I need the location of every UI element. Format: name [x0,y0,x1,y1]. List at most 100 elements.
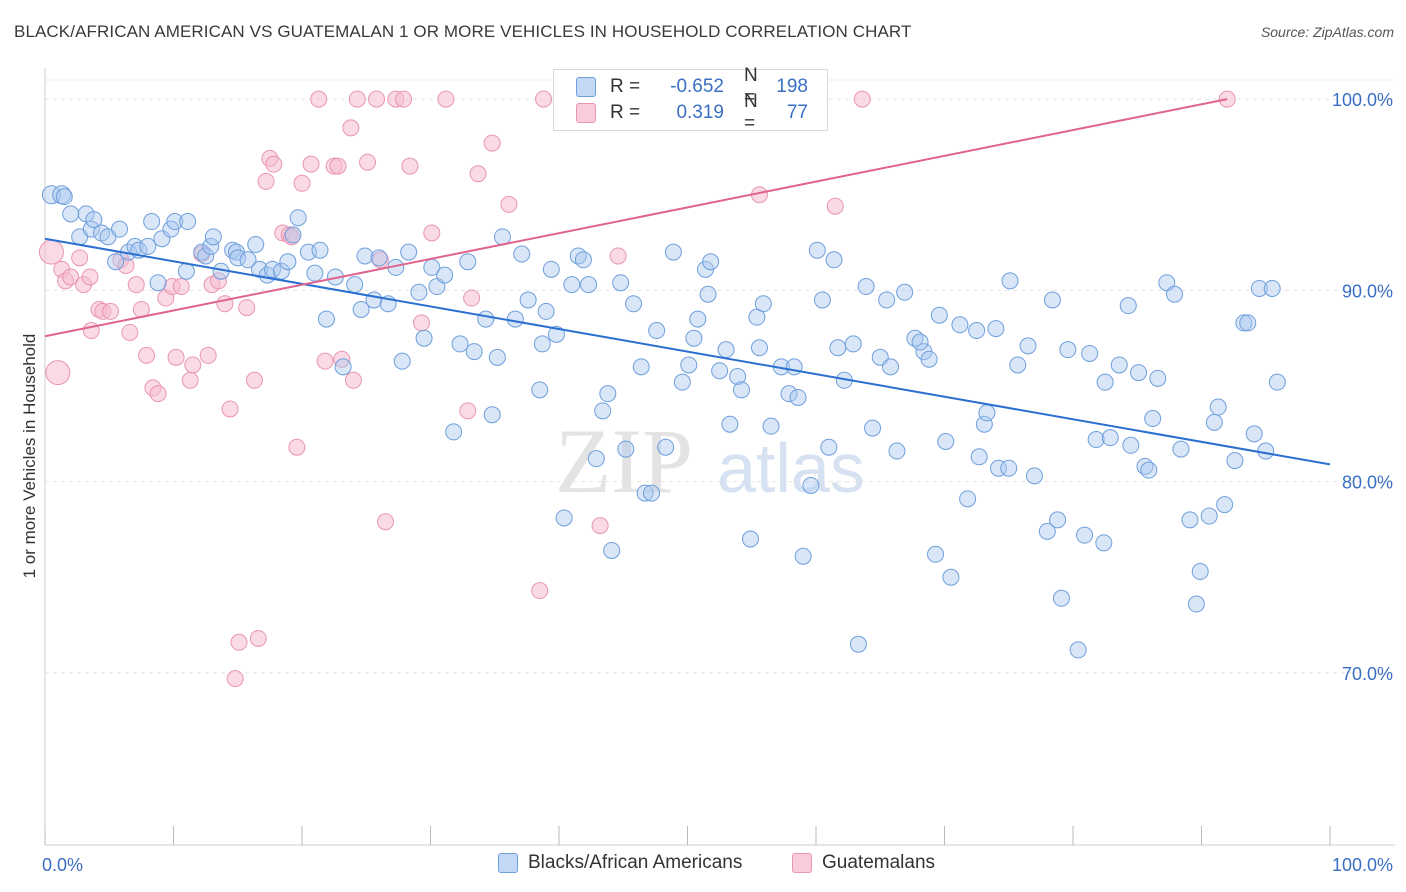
guatemalan-point [209,272,227,290]
black-point [542,260,560,278]
guatemalan-point [230,633,248,651]
black-point [393,352,411,370]
black-point [702,253,720,271]
black-point [927,545,945,563]
black-point [1069,641,1087,659]
black-point [574,251,592,269]
watermark-atlas: atlas [717,429,865,507]
guatemalans-trend-line [44,98,1228,338]
tick-labels: 70.0% 80.0% 90.0% 100.0% 0.0% 100.0% [42,90,1393,875]
guatemalan-point [348,90,366,108]
black-point [284,226,302,244]
black-point [149,274,167,292]
black-point [1101,429,1119,447]
guatemalan-point [226,670,244,688]
black-point [365,291,383,309]
legend-item-blacks[interactable]: Blacks/African Americans [498,852,742,874]
black-point [436,266,454,284]
legend-item-guatemalans[interactable]: Guatemalans [792,852,935,874]
black-point [717,341,735,359]
guatemalan-point [265,155,283,173]
black-point [612,274,630,292]
black-point [762,417,780,435]
black-point [1052,589,1070,607]
black-point [229,249,247,267]
black-point [1268,373,1286,391]
black-point [664,243,682,261]
black-point [937,432,955,450]
guatemalan-point [45,360,71,386]
black-point [533,335,551,353]
black-point [657,438,675,456]
guatemalan-point [288,438,306,456]
black-point [279,253,297,271]
black-point [1172,440,1190,458]
black-point [153,230,171,248]
black-point [1216,496,1234,514]
guatemalan-point [359,153,377,171]
guatemalan-point [310,90,328,108]
black-point [1122,436,1140,454]
r-value: 0.319 [676,102,724,123]
black-point [978,404,996,422]
stats-row-blacks: R = -0.652 N = 198 [576,65,808,108]
guatemalan-point [117,257,135,275]
black-point [451,335,469,353]
black-point [563,276,581,294]
black-point [888,442,906,460]
black-point [445,423,463,441]
black-point [247,235,265,253]
legend-label: Blacks/African Americans [528,852,743,873]
guatemalan-point [329,157,347,175]
black-point [334,358,352,376]
trend-lines [44,98,1331,466]
black-point [942,568,960,586]
black-point [680,356,698,374]
blue-swatch [498,853,518,873]
x-tick-label: 0.0% [42,855,83,875]
black-point [780,385,798,403]
guatemalan-point [257,172,275,190]
black-point [179,213,197,231]
black-point [1149,369,1167,387]
black-point [1076,526,1094,544]
guatemalan-point [316,352,334,370]
black-point [1263,279,1281,297]
black-point [911,333,929,351]
black-point [968,322,986,340]
black-point [825,251,843,269]
black-point [794,547,812,565]
guatemalan-point [395,90,413,108]
guatemalan-point [102,302,120,320]
black-point [920,350,938,368]
guatemalan-point [249,629,267,647]
black-point [85,211,103,229]
black-point [813,291,831,309]
black-point [1049,511,1067,529]
black-point [789,388,807,406]
black-point [537,302,555,320]
guatemalan-point [62,268,80,286]
black-point [785,358,803,376]
black-point [356,247,374,265]
black-point [1239,314,1257,332]
guatemalan-point [149,385,167,403]
black-point [594,402,612,420]
black-point [648,322,666,340]
blacks-trend-line [44,237,1331,466]
guatemalan-point [245,371,263,389]
black-point [636,484,654,502]
black-point [857,278,875,296]
black-point [166,213,184,231]
black-point [346,276,364,294]
black-point [1166,285,1184,303]
black-point [1001,272,1019,290]
blacks-points [41,185,1286,659]
guatemalan-point [138,346,156,364]
black-point [1087,431,1105,449]
watermark-zip: ZIP [555,410,693,512]
black-point [1257,442,1275,460]
black-point [488,348,506,366]
black-point [107,253,125,271]
